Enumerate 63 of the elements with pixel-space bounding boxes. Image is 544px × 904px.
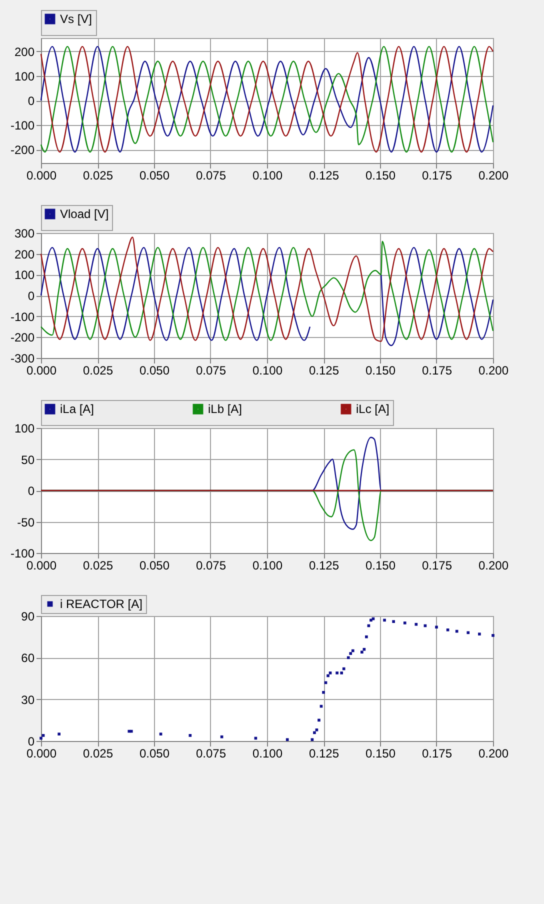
x-tick-label: 0.075: [196, 364, 226, 378]
y-tick-label: 60: [21, 651, 35, 666]
x-tick-label: 0.200: [478, 746, 509, 760]
y-tick-label: -100: [10, 546, 35, 560]
x-tick-label: 0.100: [252, 746, 283, 760]
y-tick-label: 50: [21, 452, 35, 467]
x-tick-label: 0.175: [422, 746, 452, 760]
legend-label: Vs [V]: [60, 12, 92, 26]
y-tick-label: 0: [28, 734, 35, 748]
legend-label: Vload [V]: [60, 207, 109, 221]
x-tick-label: 0.050: [139, 364, 170, 378]
x-tick-label: 0.025: [82, 364, 114, 378]
x-tick-label: 0.125: [308, 364, 340, 378]
legend-label: iLa [A]: [60, 402, 94, 416]
y-tick-label: 100: [14, 422, 35, 436]
y-tick-label: 0: [28, 484, 35, 498]
y-tick-label: 100: [14, 268, 35, 282]
y-tick-label: -50: [17, 515, 35, 530]
y-tick-label: -100: [10, 118, 35, 133]
legend-label: i REACTOR [A]: [60, 597, 142, 611]
x-tick-label: 0.025: [82, 558, 114, 572]
x-tick-label: 0.000: [26, 746, 57, 760]
y-tick-label: -200: [10, 330, 35, 345]
y-tick-label: 30: [21, 692, 35, 707]
x-tick-label: 0.100: [252, 558, 283, 572]
x-tick-label: 0.150: [365, 558, 396, 572]
y-tick-label: -300: [10, 352, 35, 366]
x-tick-label: 0.100: [252, 364, 283, 378]
x-tick-label: 0.175: [422, 558, 452, 572]
y-tick-label: 0: [28, 289, 35, 303]
y-tick-label: 100: [14, 69, 35, 84]
x-tick-label: 0.150: [365, 746, 396, 760]
x-tick-label: 0.025: [82, 746, 114, 760]
x-tick-label: 0.125: [308, 168, 340, 182]
x-tick-label: 0.025: [82, 168, 114, 182]
x-tick-label: 0.175: [422, 168, 452, 182]
x-tick-label: 0.200: [478, 558, 509, 572]
y-tick-label: 0: [28, 94, 35, 108]
x-tick-label: 0.200: [478, 364, 509, 378]
legend-label: iLb [A]: [208, 402, 242, 416]
y-tick-label: -200: [10, 143, 35, 158]
x-tick-label: 0.200: [478, 168, 509, 182]
x-tick-label: 0.075: [196, 746, 226, 760]
x-tick-label: 0.075: [196, 168, 226, 182]
x-tick-label: 0.100: [252, 168, 283, 182]
legend-label: iLc [A]: [356, 402, 390, 416]
x-tick-label: 0.125: [308, 558, 340, 572]
x-tick-label: 0.125: [308, 746, 340, 760]
x-tick-label: 0.000: [26, 558, 57, 572]
y-tick-label: 300: [14, 226, 35, 240]
x-tick-label: 0.175: [422, 364, 452, 378]
y-tick-label: 200: [14, 44, 35, 59]
x-tick-label: 0.050: [139, 168, 170, 182]
x-tick-label: 0.050: [139, 746, 170, 760]
x-tick-label: 0.150: [365, 364, 396, 378]
x-tick-label: 0.150: [365, 168, 396, 182]
y-tick-label: 90: [21, 610, 35, 624]
x-tick-label: 0.000: [26, 364, 57, 378]
y-tick-label: 200: [14, 247, 35, 262]
x-tick-label: 0.000: [26, 168, 57, 182]
y-tick-label: -100: [10, 310, 35, 324]
x-tick-label: 0.075: [196, 558, 226, 572]
x-tick-label: 0.050: [139, 558, 170, 572]
